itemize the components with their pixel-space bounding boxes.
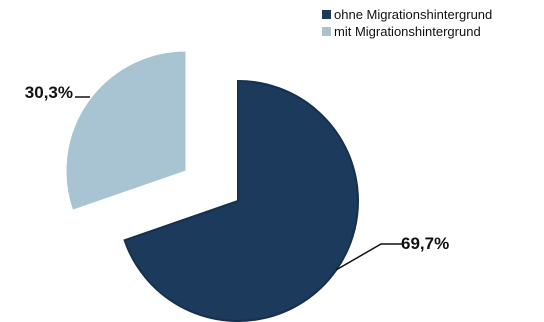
legend-swatch-ohne [322, 10, 331, 19]
legend-item-ohne[interactable]: ohne Migrationshintergrund [322, 6, 492, 23]
pie-slice-mit-migrationshintergrund[interactable] [65, 50, 187, 211]
data-label-mit: 30,3% [25, 83, 73, 102]
legend: ohne Migrationshintergrund mit Migration… [322, 6, 492, 40]
legend-item-mit[interactable]: mit Migrationshintergrund [322, 23, 492, 40]
data-label-ohne: 69,7% [401, 234, 449, 253]
legend-label-ohne: ohne Migrationshintergrund [334, 7, 493, 22]
legend-swatch-mit [322, 27, 331, 36]
pie-slice-ohne-migrationshintergrund[interactable] [123, 79, 359, 322]
leader-line-ohne [335, 243, 402, 271]
legend-label-mit: mit Migrationshintergrund [334, 24, 481, 39]
